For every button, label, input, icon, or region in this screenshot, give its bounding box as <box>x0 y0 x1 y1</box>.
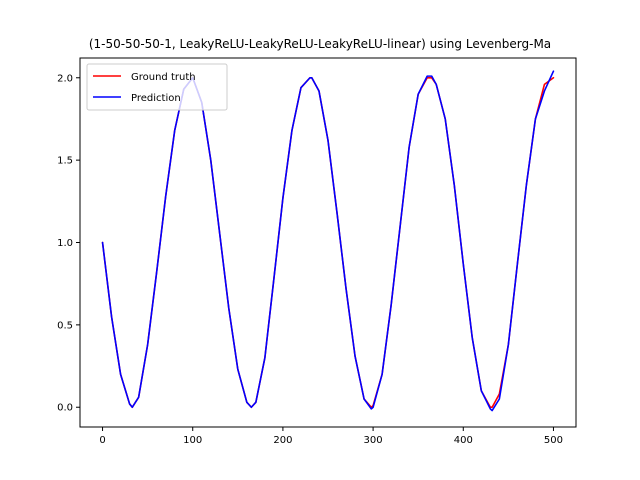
legend: Ground truth Prediction <box>86 63 228 111</box>
y-tick-label: 1.0 <box>57 238 73 249</box>
series-layer <box>101 70 555 412</box>
y-tick-label: 2.0 <box>57 73 73 84</box>
legend-label: Ground truth <box>131 72 196 83</box>
legend-label: Prediction <box>131 93 181 104</box>
x-tick-label: 400 <box>454 435 473 446</box>
x-tick-label: 0 <box>99 435 105 446</box>
plot-area: 0 100 200 300 400 500 0.0 0.5 1.0 1.5 2.0 <box>57 57 577 446</box>
chart-title: (1-50-50-50-1, LeakyReLU-LeakyReLU-Leaky… <box>89 37 551 51</box>
y-tick-label: 0.0 <box>57 403 73 414</box>
y-tick-label: 1.5 <box>57 156 73 167</box>
x-tick-label: 200 <box>273 435 292 446</box>
x-axis-ticks: 0 100 200 300 400 500 <box>99 427 563 446</box>
x-tick-label: 100 <box>183 435 202 446</box>
x-tick-label: 300 <box>364 435 383 446</box>
legend-box <box>86 63 228 111</box>
x-tick-label: 500 <box>544 435 563 446</box>
y-tick-label: 0.5 <box>57 320 73 331</box>
y-axis-ticks: 0.0 0.5 1.0 1.5 2.0 <box>57 73 80 414</box>
series-line-prediction <box>101 70 555 412</box>
